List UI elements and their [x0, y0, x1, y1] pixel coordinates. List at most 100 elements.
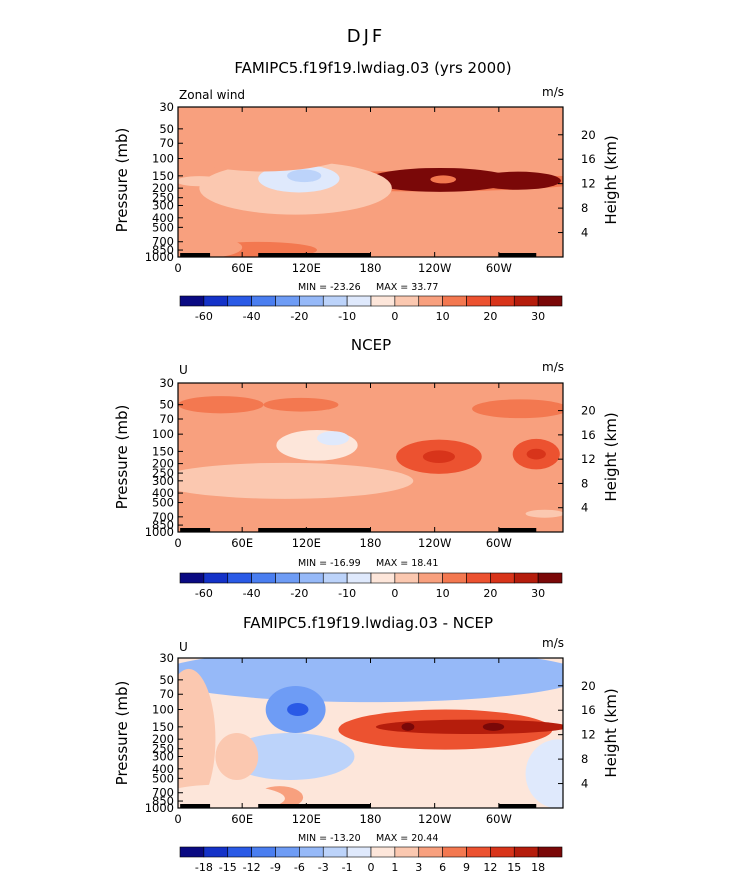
colorbar-tick-label: -10: [338, 310, 356, 323]
panel-difference: FAMIPC5.f19f19.lwdiag.03 - NCEP U m/s 0 6…: [113, 614, 620, 874]
figure-title: DJF: [347, 26, 386, 47]
topography-bar: [258, 804, 371, 808]
y-tick-label: 850: [152, 518, 174, 532]
panel-title: FAMIPC5.f19f19.lwdiag.03 (yrs 2000): [234, 59, 511, 77]
topography-bar: [498, 528, 537, 532]
max-label: MAX = 20.44: [376, 833, 438, 844]
y-tick-label: 300: [152, 749, 174, 763]
x-tick-label: 60E: [231, 261, 253, 275]
axis-ticks: 0 60E 120E 180 120W 60W3050701001502002503004…: [145, 651, 596, 826]
y-axis-label: Pressure (mb): [113, 128, 131, 233]
y-right-tick-label: 4: [581, 777, 588, 791]
y-tick-label: 100: [152, 152, 174, 166]
x-tick-label: 60W: [486, 536, 512, 550]
x-tick-label: 180: [360, 261, 382, 275]
y-tick-label: 70: [159, 136, 174, 150]
contour-region: [263, 397, 339, 412]
contour-region: [178, 107, 382, 172]
min-label: MIN = -13.20: [298, 833, 361, 844]
colorbar-swatch: [275, 846, 300, 858]
contour-region: [482, 722, 505, 731]
colorbar-tick-label: 10: [436, 587, 450, 600]
contour-region: [178, 668, 216, 808]
topography-bar: [180, 528, 211, 532]
y-tick-label: 150: [152, 720, 174, 734]
panel-units: m/s: [542, 636, 564, 650]
axis-ticks: 0 60E 120E 180 120W 60W3050701001502002503004…: [145, 100, 596, 275]
colorbar-tick-label: 30: [531, 310, 545, 323]
y-tick-label: 1000: [145, 525, 174, 539]
panel-title: FAMIPC5.f19f19.lwdiag.03 - NCEP: [243, 614, 493, 632]
y-tick-label: 1000: [145, 250, 174, 264]
colorbar-tick-label: 6: [439, 861, 446, 874]
colorbar-tick-label: 12: [483, 861, 497, 874]
panel-left-label: Zonal wind: [179, 88, 245, 102]
y-tick-label: 100: [152, 427, 174, 441]
colorbar-swatch: [537, 572, 563, 584]
colorbar-swatch: [203, 846, 229, 858]
y-tick-label: 30: [159, 100, 174, 114]
y-tick-label: 850: [152, 794, 174, 808]
x-tick-label: 60E: [231, 536, 253, 550]
colorbar-swatch: [322, 572, 348, 584]
colorbar-tick-label: 20: [483, 310, 497, 323]
x-tick-label: 120E: [292, 536, 321, 550]
contour-region: [178, 236, 243, 257]
y-tick-label: 50: [159, 122, 174, 136]
y-axis-right-label: Height (km): [602, 688, 620, 777]
y-tick-label: 500: [152, 771, 174, 785]
colorbar-swatch: [179, 295, 205, 307]
colorbar-swatch: [442, 295, 467, 307]
max-label: MAX = 18.41: [376, 558, 438, 569]
contour-field: [178, 383, 563, 532]
colorbar-tick-label: -1: [342, 861, 353, 874]
contour-field: [178, 658, 563, 808]
y-tick-label: 30: [159, 651, 174, 665]
y-tick-label: 250: [152, 742, 174, 756]
y-right-tick-label: 20: [581, 679, 596, 693]
colorbar-swatch: [394, 846, 420, 858]
x-tick-label: 60W: [486, 261, 512, 275]
panel-ncep: NCEP U m/s 0 60E 120E 180 120W 60W30507010015…: [113, 336, 620, 600]
y-axis-right-label: Height (km): [602, 412, 620, 501]
y-tick-label: 700: [152, 510, 174, 524]
panel-units: m/s: [542, 360, 564, 374]
colorbar-tick-label: -60: [195, 587, 213, 600]
colorbar-swatch: [418, 295, 443, 307]
contour-region: [475, 171, 561, 190]
colorbar-tick-label: 3: [415, 861, 422, 874]
y-tick-label: 150: [152, 444, 174, 458]
panel-units: m/s: [542, 85, 564, 99]
contour-region: [287, 703, 309, 716]
y-tick-label: 850: [152, 243, 174, 257]
colorbar-swatch: [370, 572, 396, 584]
colorbar-swatch: [370, 295, 396, 307]
colorbar-tick-label: 18: [531, 861, 545, 874]
colorbar-swatch: [466, 846, 491, 858]
panel-title: NCEP: [351, 336, 391, 354]
y-tick-label: 700: [152, 786, 174, 800]
colorbar-swatch: [299, 295, 324, 307]
colorbar-swatch: [394, 572, 420, 584]
colorbar-swatch: [275, 295, 300, 307]
topography-bar: [180, 253, 211, 257]
y-tick-label: 70: [159, 412, 174, 426]
colorbar-swatch: [442, 846, 467, 858]
contour-region: [526, 448, 546, 460]
colorbar-swatch: [251, 846, 276, 858]
colorbar-swatch: [227, 846, 252, 858]
topography-bar: [498, 804, 537, 808]
colorbar-tick-label: 0: [368, 861, 375, 874]
colorbar-tick-label: -15: [219, 861, 237, 874]
y-tick-label: 100: [152, 703, 174, 717]
colorbar-swatch: [513, 295, 539, 307]
colorbar-tick-label: -60: [195, 310, 213, 323]
y-right-tick-label: 4: [581, 226, 588, 240]
contour-region: [375, 719, 563, 735]
y-tick-label: 50: [159, 398, 174, 412]
colorbar-swatch: [537, 295, 563, 307]
y-tick-label: 400: [152, 211, 174, 225]
contour-region: [178, 176, 223, 187]
axis-ticks: 0 60E 120E 180 120W 60W3050701001502002503004…: [145, 376, 596, 550]
